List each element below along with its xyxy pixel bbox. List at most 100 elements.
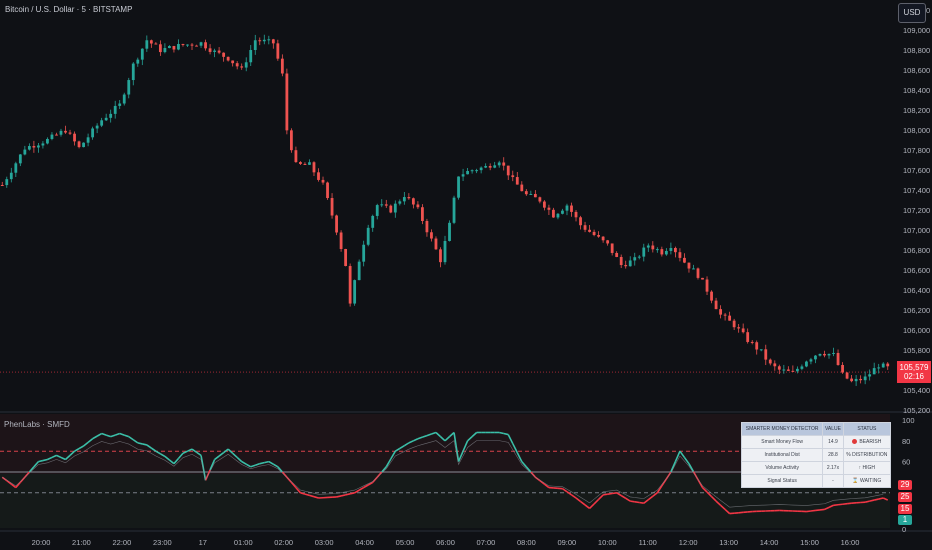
candle-body: [570, 205, 573, 212]
currency-button[interactable]: USD: [898, 3, 926, 23]
smart-money-flow-segment: [101, 432, 107, 436]
candle-body: [868, 374, 872, 377]
candle-body: [619, 256, 623, 266]
smart-money-flow-segment: [562, 487, 568, 493]
candle-body: [506, 165, 510, 176]
table-row: Institutional Dist 28.8 % DISTRIBUTION: [740, 448, 892, 462]
symbol-title: Bitcoin / U.S. Dollar · 5 · BITSTAMP: [5, 5, 133, 14]
smart-money-flow-segment: [448, 431, 455, 438]
smart-money-flow-segment: [815, 509, 821, 512]
smart-money-flow-segment: [439, 436, 446, 442]
smart-money-flow-segment: [223, 448, 229, 454]
price-axis-label: 105,400: [903, 386, 930, 395]
smart-money-flow-segment: [354, 489, 360, 494]
candle-body: [366, 227, 370, 245]
table-cell: Institutional Dist: [740, 448, 824, 462]
smart-money-flow-segment: [824, 506, 830, 511]
smart-money-flow-segment: [720, 504, 726, 511]
candle-body: [475, 170, 479, 172]
candle-body: [163, 48, 167, 53]
smart-money-flow-segment: [828, 504, 834, 509]
candle-body: [235, 63, 239, 67]
time-axis-label: 08:00: [517, 538, 536, 547]
smart-money-flow-segment: [525, 466, 532, 473]
smart-money-flow-segment: [571, 494, 577, 499]
last-price-value: 105,579: [899, 363, 929, 372]
smart-money-flow-segment: [634, 501, 640, 504]
candle-body: [136, 59, 140, 64]
candle-body: [64, 130, 67, 133]
candle-body: [362, 244, 366, 262]
time-axis-label: 21:00: [72, 538, 91, 547]
candle-body: [104, 117, 108, 121]
candle-body: [249, 50, 253, 63]
smart-money-flow-segment: [575, 497, 582, 503]
smart-money-flow-segment: [625, 497, 631, 502]
candle-body: [23, 149, 27, 155]
candle-body: [289, 130, 293, 151]
smart-money-flow-segment: [367, 481, 374, 486]
candle-body: [9, 172, 13, 180]
candle-body: [27, 146, 31, 150]
candle-body: [18, 154, 22, 164]
smart-money-flow-segment: [182, 450, 188, 455]
table-header: SMARTER MONEY DETECTOR: [740, 422, 824, 436]
smart-money-flow-segment: [159, 453, 166, 458]
smart-money-flow-segment: [264, 460, 269, 464]
candle-body: [416, 204, 420, 208]
badge-29: 29: [898, 480, 912, 490]
candle-body: [280, 58, 284, 74]
price-axis-label: 107,400: [903, 186, 930, 195]
candle-body: [479, 167, 483, 171]
smart-money-flow-segment: [706, 491, 713, 498]
candle-body: [669, 247, 673, 251]
candle-body: [308, 162, 311, 165]
candle-body: [303, 163, 307, 165]
price-axis-label: 108,800: [903, 46, 930, 55]
smart-money-flow-segment: [874, 498, 879, 501]
candle-body: [50, 134, 54, 139]
candle-body: [439, 249, 442, 263]
smart-money-flow-segment: [639, 501, 644, 504]
smart-money-flow-segment: [51, 454, 57, 459]
candle-body: [271, 39, 275, 44]
table-row: Smart Money Flow 14.9 BEARISH: [740, 435, 892, 449]
time-axis-label: 07:00: [477, 538, 496, 547]
candle-body: [0, 185, 4, 186]
smart-money-flow-segment: [566, 491, 572, 496]
candle-body: [655, 249, 659, 251]
candle-body: [823, 353, 826, 356]
table-cell: Signal Status: [740, 474, 824, 488]
smart-money-flow-segment: [168, 459, 175, 465]
smart-money-flow-segment: [10, 483, 17, 489]
smart-money-flow-segment: [462, 440, 469, 452]
time-axis-label: 14:00: [760, 538, 779, 547]
smart-money-flow-segment: [837, 503, 843, 506]
candle-body: [741, 328, 745, 333]
candle-body: [791, 370, 795, 372]
candle-body: [624, 265, 628, 267]
smart-money-flow-segment: [521, 461, 527, 468]
smart-money-flow-segment: [598, 494, 604, 500]
smart-money-flow-segment: [345, 493, 351, 496]
smart-money-flow-segment: [688, 463, 695, 473]
smart-money-flow-segment: [114, 432, 120, 436]
smart-money-flow-segment: [390, 450, 396, 460]
price-axis-label: 106,200: [903, 306, 930, 315]
candle-body: [190, 44, 194, 46]
smart-money-flow-segment: [408, 440, 414, 444]
smart-money-flow-segment: [155, 450, 161, 455]
candle-body: [511, 175, 515, 178]
smart-money-flow-segment: [33, 461, 40, 468]
candle-body: [642, 247, 646, 257]
candle-body: [719, 309, 722, 315]
candle-body: [457, 176, 460, 198]
candle-body: [755, 342, 759, 350]
table-header: VALUE: [822, 422, 844, 436]
candle-body: [529, 193, 533, 195]
candle-body: [231, 60, 235, 64]
smart-money-flow-segment: [241, 460, 247, 465]
candle-body: [470, 170, 474, 172]
time-axis-label: 20:00: [32, 538, 51, 547]
smart-money-flow-segment: [245, 463, 252, 468]
